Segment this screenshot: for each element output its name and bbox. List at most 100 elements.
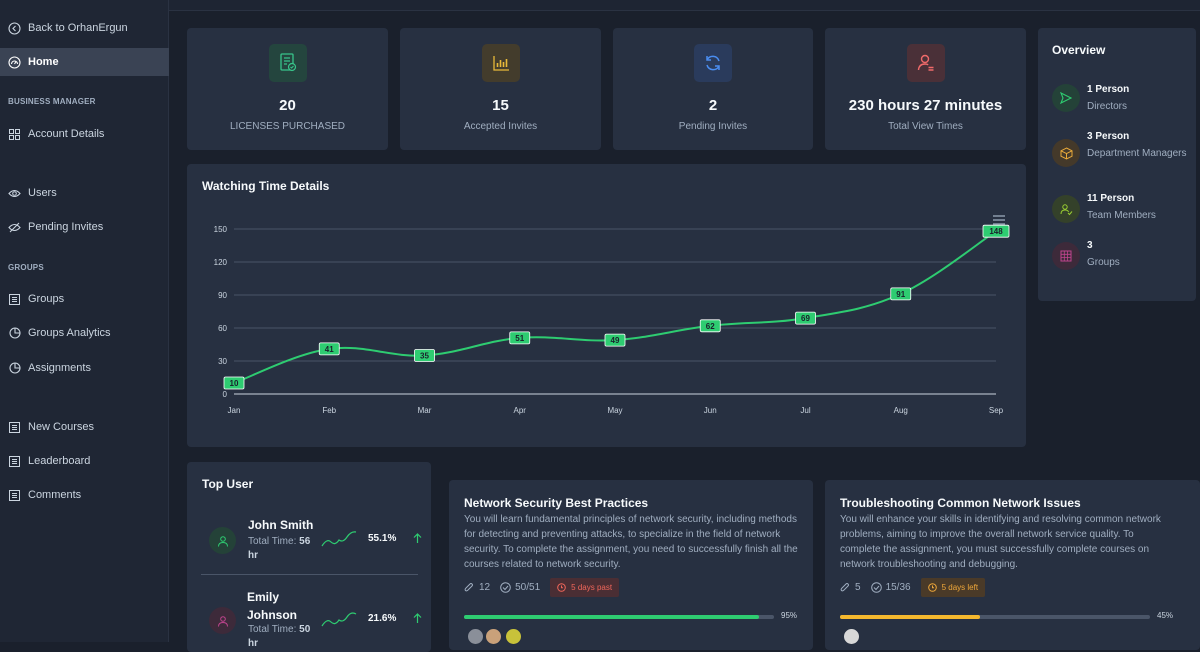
top-user-card: Top User John Smith Total Time: 56 hr 55… (187, 462, 431, 652)
stat-value: 15 (492, 97, 509, 114)
clock-icon (557, 582, 566, 592)
overview-count: 3 (1087, 240, 1093, 251)
avatar (843, 628, 860, 645)
stat-card-accepted: 15 Accepted Invites (400, 28, 601, 150)
pie-chart-icon (8, 362, 21, 375)
sidebar-item-label: Comments (28, 489, 82, 501)
sidebar-item-pending-invites[interactable]: Pending Invites (0, 213, 169, 241)
y-tick-label: 0 (223, 390, 228, 399)
sidebar-item-label: Back to OrhanErgun (28, 22, 128, 34)
dashboard-icon (8, 55, 21, 69)
sidebar-item-label: Users (28, 187, 57, 199)
avatar (505, 628, 522, 645)
chart-title: Watching Time Details (202, 179, 330, 193)
progress-fill (464, 615, 759, 619)
sidebar-item-groups-analytics[interactable]: Groups Analytics (0, 319, 169, 347)
eye-icon (8, 187, 21, 200)
back-arrow-icon (8, 21, 21, 35)
progress-percent: 95% (781, 611, 798, 620)
grid-groups-icon (1052, 242, 1080, 270)
data-label-box (699, 319, 721, 333)
team-icon (1052, 195, 1080, 223)
course-description: You will learn fundamental principles of… (464, 514, 798, 570)
x-tick-label: Jun (704, 406, 717, 415)
stat-card-licenses: 20 LICENSES PURCHASED (187, 28, 388, 150)
section-heading-groups: GROUPS (8, 263, 44, 272)
top-user-row[interactable]: John Smith Total Time: 56 hr 55.1% (201, 512, 422, 575)
series-line (233, 230, 997, 384)
paperclip-icon (840, 582, 849, 591)
user-name: John Smith (248, 518, 314, 532)
sidebar-item-groups[interactable]: Groups (0, 285, 169, 313)
data-label-box (223, 376, 245, 390)
stat-label: Total View Times (888, 121, 963, 132)
sidebar-item-back[interactable]: Back to OrhanErgun (0, 14, 169, 42)
data-label: 69 (801, 314, 810, 323)
overview-item-directors: 1 Person Directors (1052, 84, 1200, 124)
sidebar-item-leaderboard[interactable]: Leaderboard (0, 447, 169, 475)
sidebar-item-label: Groups Analytics (28, 327, 111, 339)
overview-count: 1 Person (1087, 84, 1130, 95)
avatar (485, 628, 502, 645)
sidebar-item-users[interactable]: Users (0, 179, 169, 207)
stat-label: LICENSES PURCHASED (229, 121, 346, 132)
x-tick-label: Aug (894, 406, 908, 415)
data-label: 62 (706, 322, 715, 331)
overview-label: Team Members (1087, 210, 1156, 221)
y-tick-label: 90 (218, 291, 227, 300)
sparkline-icon (321, 612, 357, 627)
sidebar-item-new-courses[interactable]: New Courses (0, 413, 169, 441)
watching-time-card: Watching Time Details 0 30 60 90 120 150 Jan Fe… (187, 164, 1026, 447)
sidebar-item-label: Account Details (28, 128, 105, 140)
list-icon (8, 489, 21, 502)
completed-count: 50/51 (515, 581, 541, 593)
course-card[interactable]: Troubleshooting Common Network Issues Yo… (825, 480, 1200, 650)
data-label: 10 (230, 379, 239, 388)
sidebar: Back to OrhanErgun Home BUSINESS MANAGER… (0, 0, 169, 642)
sidebar-item-comments[interactable]: Comments (0, 481, 169, 509)
overview-item-team-members: 11 Person Team Members (1052, 193, 1200, 233)
total-time-value: 56 hr (248, 536, 311, 561)
course-card[interactable]: Network Security Best Practices You will… (449, 480, 813, 650)
sparkline-icon (321, 531, 357, 547)
overview-title: Overview (1052, 43, 1106, 57)
deadline-badge: 5 days left (920, 577, 986, 597)
sidebar-item-assignments[interactable]: Assignments (0, 354, 169, 382)
overview-label: Department Managers (1087, 148, 1187, 159)
list-icon (8, 421, 21, 434)
data-label-box (890, 287, 912, 301)
grid-icon (8, 128, 21, 141)
sidebar-item-label: New Courses (28, 421, 95, 433)
sidebar-item-home[interactable]: Home (0, 48, 169, 76)
stat-value: 230 hours 27 minutes (848, 97, 1003, 114)
sidebar-item-label: Home (28, 56, 59, 68)
stat-value: 2 (708, 97, 718, 114)
list-icon (8, 293, 21, 306)
data-label-box (982, 224, 1010, 238)
stat-label: Accepted Invites (463, 121, 538, 132)
x-tick-label: Mar (418, 406, 432, 415)
overview-card: Overview 1 Person Directors 3 Person Dep… (1038, 28, 1196, 301)
pie-chart-icon (8, 327, 21, 340)
data-label: 91 (896, 290, 905, 299)
data-label-box (509, 331, 531, 345)
sidebar-item-label: Groups (28, 293, 65, 305)
user-icon (209, 607, 236, 634)
data-label-box (795, 311, 816, 325)
arrow-up-icon (413, 613, 422, 623)
badge-label: 5 days left (941, 582, 979, 592)
stat-card-view-times: 230 hours 27 minutes Total View Times (825, 28, 1026, 150)
top-user-row[interactable]: Emily Johnson Total Time: 50 hr 21.6% (201, 584, 422, 649)
x-tick-label: Sep (989, 406, 1004, 415)
data-label: 148 (989, 227, 1003, 236)
y-tick-label: 150 (214, 225, 228, 234)
section-heading-business: BUSINESS MANAGER (8, 97, 96, 106)
overview-label: Groups (1087, 257, 1120, 268)
sidebar-item-account-details[interactable]: Account Details (0, 120, 169, 148)
total-time-label: Total Time: (248, 536, 297, 547)
eye-off-icon (8, 221, 21, 234)
chart-menu-icon[interactable] (993, 212, 1005, 225)
data-label-box (604, 333, 626, 347)
course-description: You will enhance your skills in identify… (840, 514, 1161, 570)
stat-label: Pending Invites (678, 121, 748, 132)
